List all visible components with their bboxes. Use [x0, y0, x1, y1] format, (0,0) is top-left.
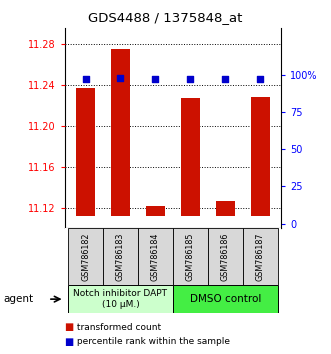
Point: [188, 76, 193, 82]
Text: GSM786187: GSM786187: [256, 232, 265, 281]
Text: DMSO control: DMSO control: [190, 294, 261, 304]
Bar: [181, 98, 200, 216]
Point: [83, 76, 88, 82]
Text: ■: ■: [65, 322, 74, 332]
Bar: [146, 206, 165, 216]
Bar: [243, 228, 278, 285]
Text: GSM786186: GSM786186: [221, 233, 230, 281]
Bar: [103, 228, 138, 285]
Point: [153, 76, 158, 82]
Text: agent: agent: [3, 294, 33, 304]
Bar: [138, 228, 173, 285]
Bar: [173, 285, 278, 313]
Bar: [76, 88, 95, 216]
Bar: [216, 201, 235, 216]
Text: GSM786184: GSM786184: [151, 233, 160, 281]
Bar: [173, 228, 208, 285]
Bar: [208, 228, 243, 285]
Text: percentile rank within the sample: percentile rank within the sample: [74, 337, 230, 346]
Text: GDS4488 / 1375848_at: GDS4488 / 1375848_at: [88, 11, 243, 24]
Bar: [251, 97, 270, 216]
Bar: [111, 49, 130, 216]
Text: Notch inhibitor DAPT
(10 μM.): Notch inhibitor DAPT (10 μM.): [73, 290, 167, 309]
Text: ■: ■: [65, 337, 74, 347]
Text: GSM786182: GSM786182: [81, 232, 90, 281]
Text: transformed count: transformed count: [74, 323, 162, 332]
Text: GSM786185: GSM786185: [186, 232, 195, 281]
Bar: [68, 285, 173, 313]
Bar: [68, 228, 103, 285]
Point: [118, 75, 123, 81]
Point: [258, 76, 263, 82]
Text: GSM786183: GSM786183: [116, 233, 125, 281]
Point: [223, 76, 228, 82]
